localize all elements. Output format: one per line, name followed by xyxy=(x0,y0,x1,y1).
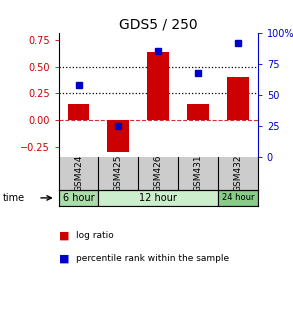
Bar xyxy=(59,190,98,206)
Text: ■: ■ xyxy=(59,231,69,240)
Text: log ratio: log ratio xyxy=(76,231,114,240)
Bar xyxy=(68,104,89,120)
Text: GSM432: GSM432 xyxy=(234,155,242,192)
Bar xyxy=(147,52,169,120)
Text: GSM426: GSM426 xyxy=(154,155,163,192)
Text: GSM431: GSM431 xyxy=(194,155,202,192)
Title: GDS5 / 250: GDS5 / 250 xyxy=(119,18,197,31)
Bar xyxy=(218,190,258,206)
Text: percentile rank within the sample: percentile rank within the sample xyxy=(76,254,229,263)
Bar xyxy=(187,104,209,120)
Text: 6 hour: 6 hour xyxy=(63,193,94,203)
Text: 24 hour: 24 hour xyxy=(222,193,254,202)
Bar xyxy=(108,120,129,151)
Text: time: time xyxy=(3,193,25,203)
Text: ■: ■ xyxy=(59,253,69,263)
Text: GSM424: GSM424 xyxy=(74,155,83,192)
Text: 12 hour: 12 hour xyxy=(139,193,177,203)
Bar xyxy=(98,190,218,206)
Text: GSM425: GSM425 xyxy=(114,155,123,192)
Bar xyxy=(227,77,249,120)
